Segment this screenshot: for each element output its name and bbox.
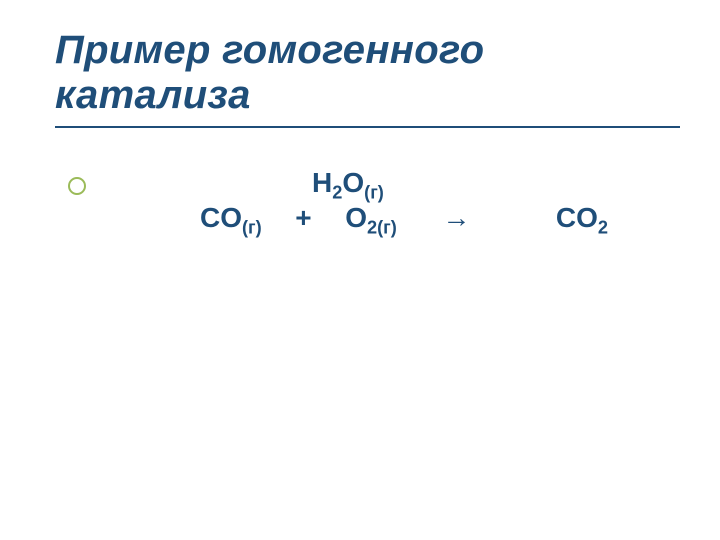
equation-block: H2O(г) CO(г) + O2(г) → CO2 <box>95 165 680 235</box>
plus-sign: + <box>295 202 311 233</box>
title-line-2: катализа <box>55 73 251 117</box>
reactant-o-sub: 2(г) <box>367 218 397 238</box>
catalyst-h: H <box>312 167 332 198</box>
arrow: → <box>442 202 470 233</box>
bullet-icon <box>68 177 86 195</box>
title-block: Пример гомогенного катализа <box>55 28 680 128</box>
product-sub-2: 2 <box>598 218 608 238</box>
slide-title: Пример гомогенного катализа <box>55 28 680 118</box>
catalyst-row: H2O(г) <box>312 165 680 200</box>
title-line-1: Пример гомогенного <box>55 28 484 72</box>
catalyst-o: O <box>342 167 364 198</box>
reaction-row: CO(г) + O2(г) → CO2 <box>200 200 680 235</box>
product-co: CO <box>556 202 598 233</box>
reactant-co-phase: (г) <box>242 218 262 238</box>
reactant-o: O <box>345 202 367 233</box>
reactant-co: CO <box>200 202 242 233</box>
slide: Пример гомогенного катализа H2O(г) CO(г)… <box>0 0 720 540</box>
title-underline <box>55 126 680 128</box>
